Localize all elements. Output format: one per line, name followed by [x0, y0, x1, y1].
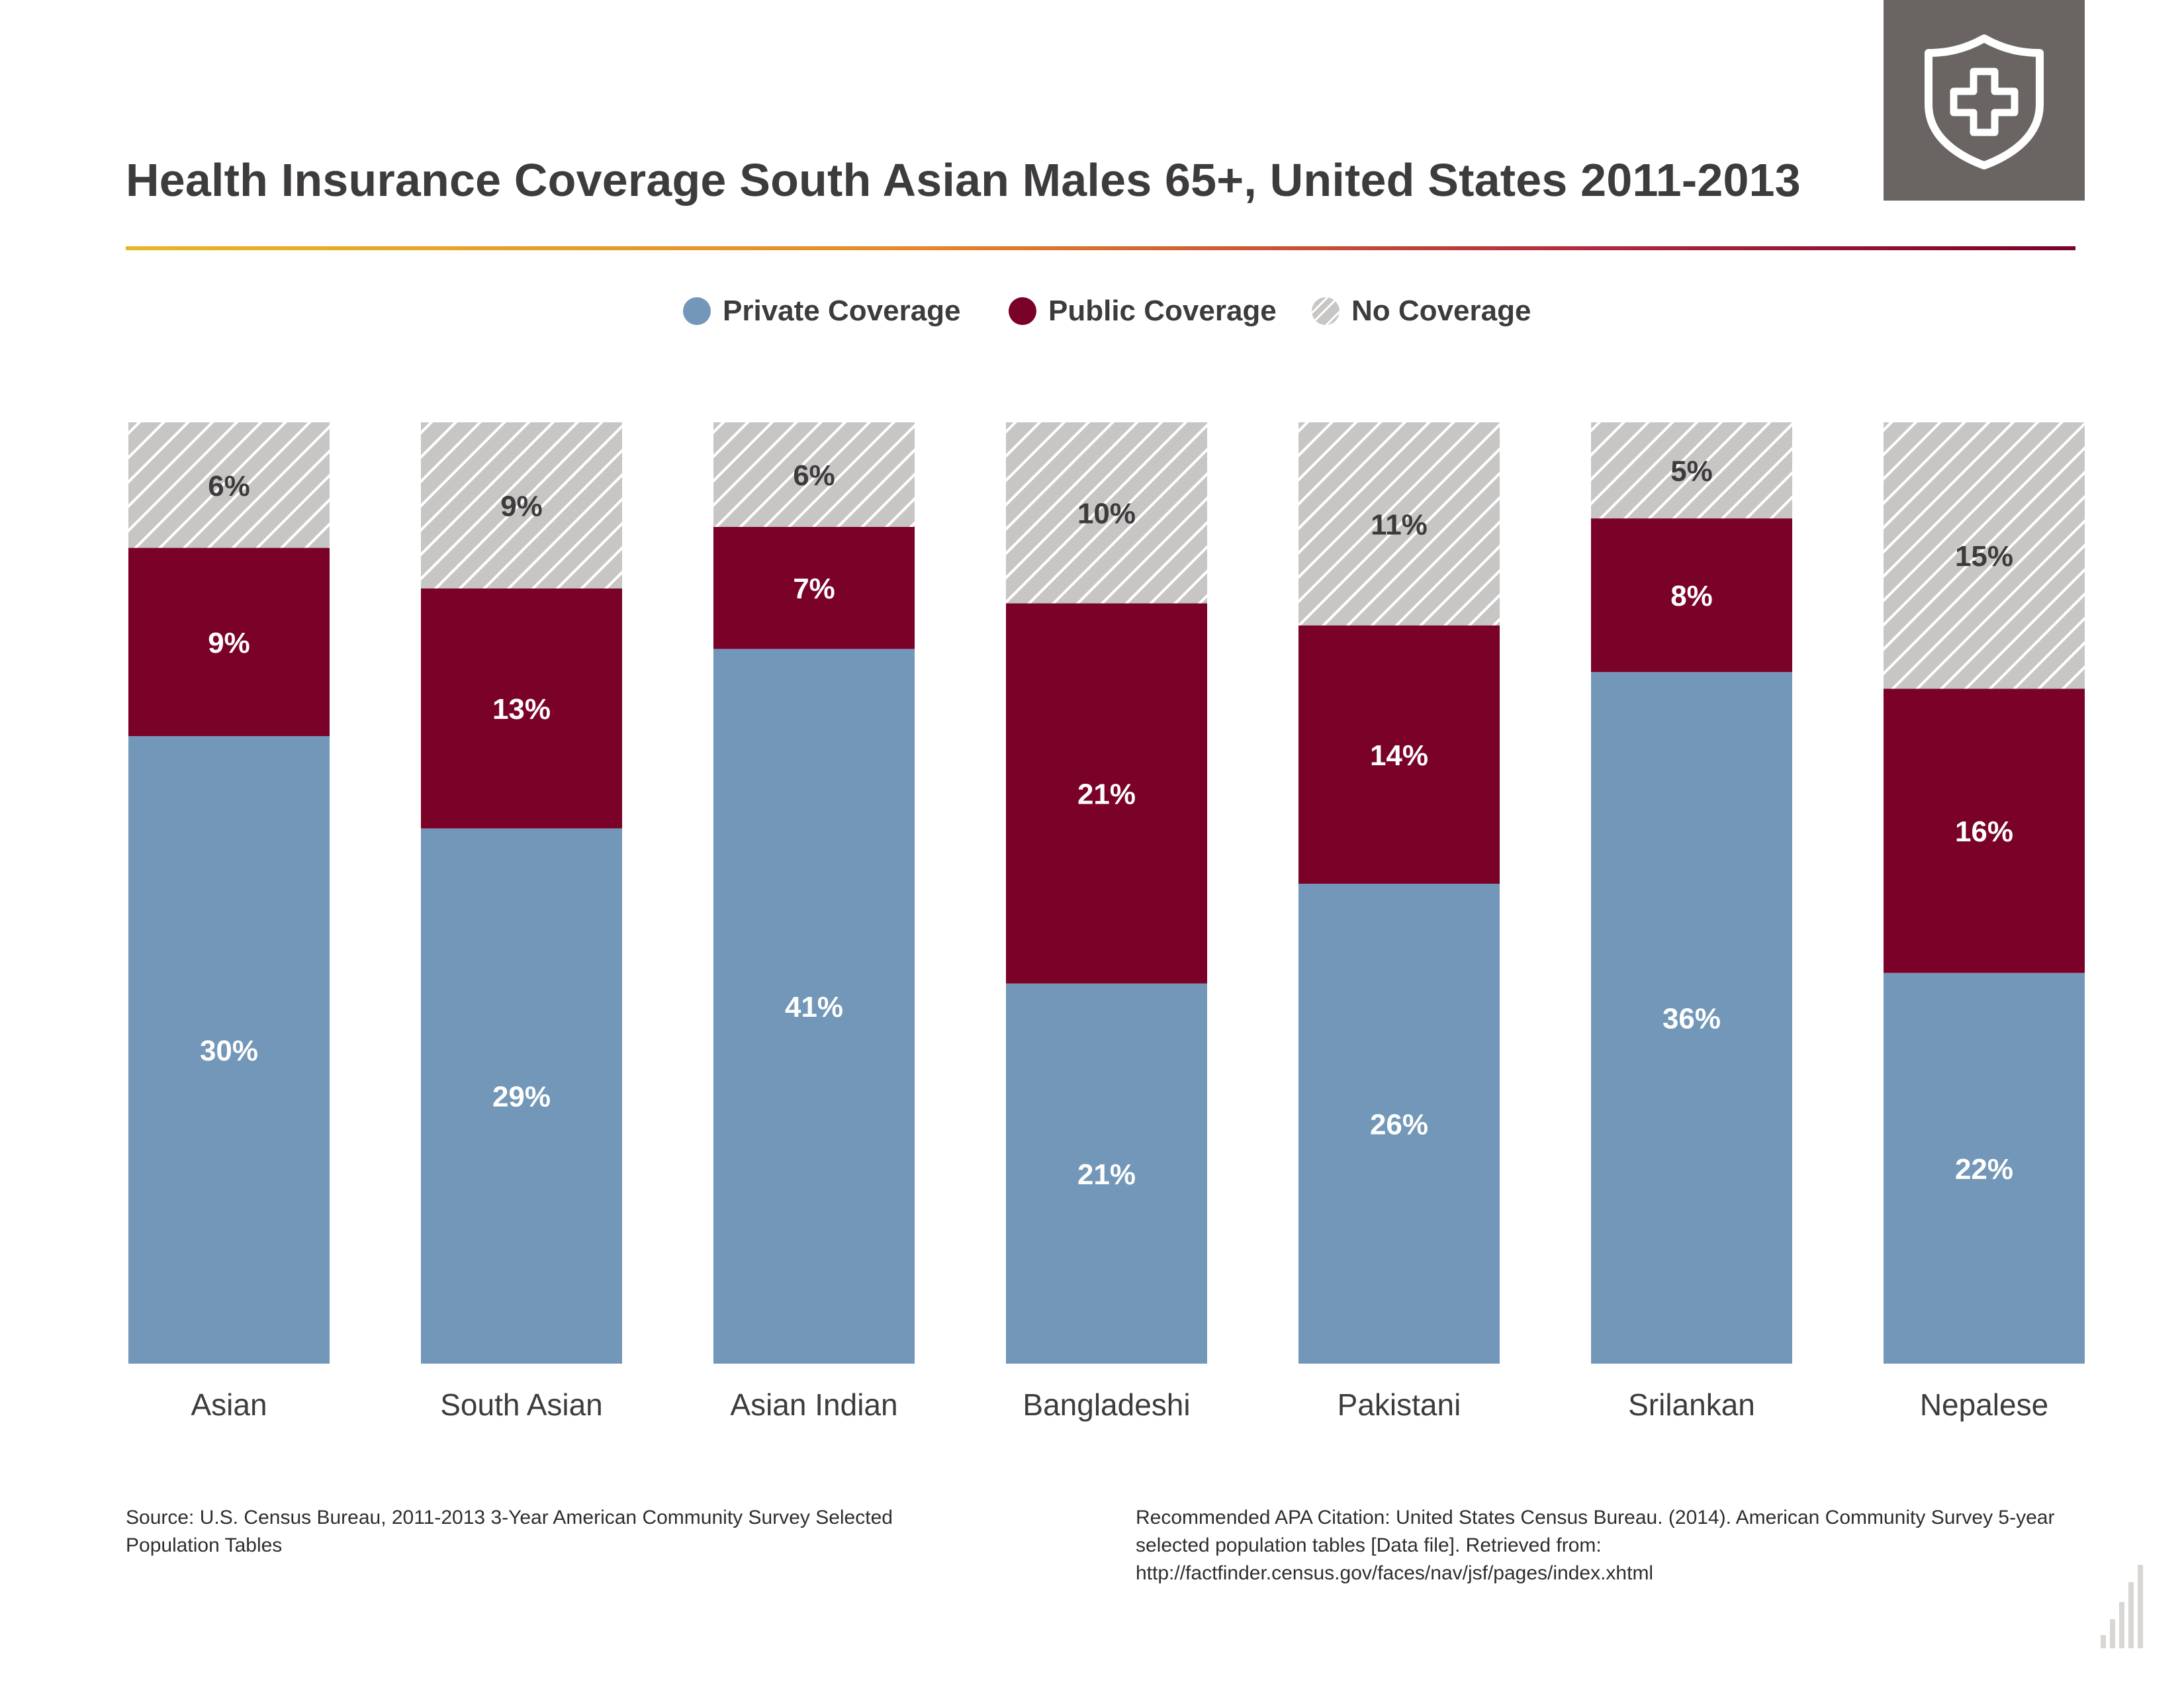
- legend-swatch-private: [683, 297, 711, 325]
- category-label-srilankan: Srilankan: [1628, 1387, 1755, 1422]
- bar-public-bangladeshi: [1006, 603, 1207, 984]
- bar-chart-icon: [2101, 1565, 2143, 1648]
- data-label-public-srilankan: 8%: [1670, 580, 1713, 612]
- legend-swatch-none: [1312, 297, 1340, 325]
- data-label-none-srilankan: 5%: [1670, 455, 1713, 488]
- page-title: Health Insurance Coverage South Asian Ma…: [126, 154, 1801, 206]
- bar-private-asian: [128, 736, 330, 1364]
- logo-box: [1884, 0, 2085, 201]
- bar-public-nepalese: [1884, 688, 2085, 973]
- bar-private-nepalese: [1884, 972, 2085, 1364]
- legend-item-none: No Coverage: [1312, 291, 1531, 331]
- legend-label-none: No Coverage: [1351, 295, 1531, 327]
- data-label-public-pakistani: 14%: [1370, 739, 1428, 772]
- data-label-none-nepalese: 15%: [1955, 540, 2013, 573]
- data-label-public-south-asian: 13%: [492, 693, 551, 726]
- legend: Private Coverage Public Coverage No Cove…: [0, 291, 2184, 331]
- bar-public-srilankan: [1591, 518, 1792, 673]
- data-label-none-pakistani: 11%: [1371, 508, 1428, 541]
- bar-private-srilankan: [1591, 672, 1792, 1364]
- category-label-asian-indian: Asian Indian: [730, 1387, 897, 1422]
- shield-cross-icon: [1925, 34, 2044, 169]
- data-label-none-bangladeshi: 10%: [1077, 498, 1136, 530]
- bar-none-asian-indian: [713, 422, 915, 527]
- data-label-private-bangladeshi: 21%: [1077, 1158, 1136, 1191]
- bar-public-south-asian: [421, 588, 622, 829]
- legend-swatch-public: [1009, 297, 1036, 325]
- data-label-none-asian-indian: 6%: [793, 459, 835, 492]
- data-label-public-asian-indian: 7%: [793, 573, 835, 605]
- data-label-private-pakistani: 26%: [1370, 1109, 1428, 1141]
- data-label-none-asian: 6%: [208, 470, 250, 502]
- legend-item-private: Private Coverage: [683, 291, 961, 331]
- category-label-asian: Asian: [191, 1387, 267, 1422]
- data-label-private-asian-indian: 41%: [785, 991, 843, 1023]
- legend-label-private: Private Coverage: [723, 295, 961, 327]
- category-label-nepalese: Nepalese: [1920, 1387, 2048, 1422]
- bar-none-nepalese: [1884, 422, 2085, 689]
- citation-note: Recommended APA Citation: United States …: [1136, 1507, 2055, 1584]
- bar-none-pakistani: [1298, 422, 1500, 626]
- bar-private-pakistani: [1298, 884, 1500, 1364]
- data-label-private-south-asian: 29%: [492, 1081, 551, 1113]
- legend-item-public: Public Coverage: [1009, 291, 1277, 331]
- title-divider: [126, 246, 2075, 250]
- bar-private-asian-indian: [713, 649, 915, 1364]
- data-label-public-nepalese: 16%: [1955, 816, 2013, 848]
- category-label-pakistani: Pakistani: [1338, 1387, 1461, 1422]
- source-note: Source: U.S. Census Bureau, 2011-2013 3-…: [126, 1507, 893, 1556]
- data-label-private-srilankan: 36%: [1662, 1003, 1721, 1035]
- data-label-private-nepalese: 22%: [1955, 1153, 2013, 1186]
- bar-none-asian: [128, 422, 330, 548]
- bar-public-pakistani: [1298, 625, 1500, 884]
- data-label-none-south-asian: 9%: [500, 490, 543, 522]
- data-label-public-bangladeshi: 21%: [1077, 778, 1136, 811]
- bar-none-bangladeshi: [1006, 422, 1207, 604]
- bar-none-srilankan: [1591, 422, 1792, 519]
- bar-public-asian: [128, 547, 330, 736]
- bar-none-south-asian: [421, 422, 622, 588]
- category-label-south-asian: South Asian: [440, 1387, 603, 1422]
- data-label-public-asian: 9%: [208, 627, 250, 659]
- category-label-bangladeshi: Bangladeshi: [1023, 1387, 1190, 1422]
- bar-public-asian-indian: [713, 527, 915, 649]
- legend-label-public: Public Coverage: [1048, 295, 1277, 327]
- bar-private-south-asian: [421, 828, 622, 1364]
- bar-private-bangladeshi: [1006, 983, 1207, 1364]
- stacked-bar-chart: 30% 9% 6% Asian 29% 13% 9% South Asian 41% 7% 6% As…: [128, 422, 2085, 1422]
- data-label-private-asian: 30%: [200, 1035, 258, 1067]
